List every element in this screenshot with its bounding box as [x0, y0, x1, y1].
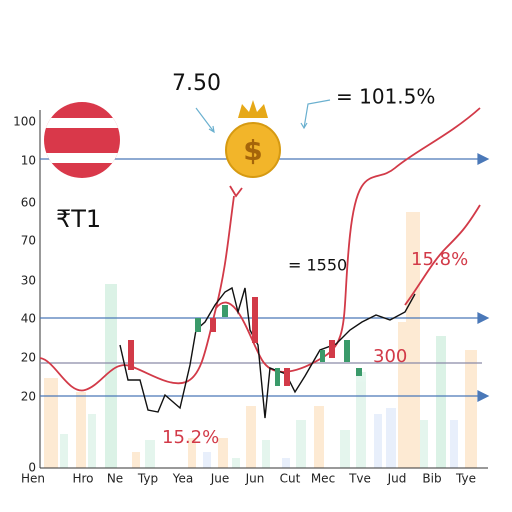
- y-axis-label: 70: [21, 234, 36, 248]
- x-axis-label: Jun: [245, 472, 265, 486]
- coin-icon: $: [225, 100, 281, 178]
- y-axis-label: 100: [13, 115, 36, 129]
- candles: [128, 297, 362, 386]
- black-line: [119, 286, 416, 419]
- annotation: 15.8%: [411, 249, 468, 270]
- annotation: 300: [373, 346, 407, 367]
- annotation: = 101.5%: [336, 85, 435, 109]
- annotation: 15.2%: [162, 427, 219, 448]
- x-axis-label: Jue: [210, 472, 230, 486]
- y-axis-label: 20: [21, 390, 36, 404]
- x-axis-label: Typ: [137, 472, 158, 486]
- y-axis-label: 60: [21, 196, 36, 210]
- axes: [39, 110, 488, 469]
- x-axis-label: Mec: [311, 472, 335, 486]
- x-axis-label: Tve: [348, 472, 371, 486]
- flag: [44, 102, 120, 178]
- y-axis-label: 0: [28, 461, 36, 475]
- annotation: = 1550: [288, 256, 347, 275]
- y-axis-label: 40: [21, 312, 36, 326]
- annotation: 7.50: [172, 71, 221, 96]
- x-axis-label: Yea: [172, 472, 193, 486]
- x-axis-label: Hen: [21, 472, 45, 486]
- annotation: ₹T1: [56, 205, 101, 233]
- y-axis-label: 20: [21, 351, 36, 365]
- y-axis-label: 30: [21, 274, 36, 288]
- x-axis-label: Ne: [107, 472, 123, 486]
- x-axis-label: Hro: [72, 472, 93, 486]
- svg-text:$: $: [243, 134, 262, 167]
- pointers: [195, 99, 331, 134]
- x-axis-label: Jud: [387, 472, 407, 486]
- x-axis-label: Bib: [422, 472, 441, 486]
- y-axis-label: 10: [21, 154, 36, 168]
- x-axis-label: Tye: [455, 472, 476, 486]
- background-bars: [44, 212, 477, 468]
- x-axis-label: Cut: [280, 472, 301, 486]
